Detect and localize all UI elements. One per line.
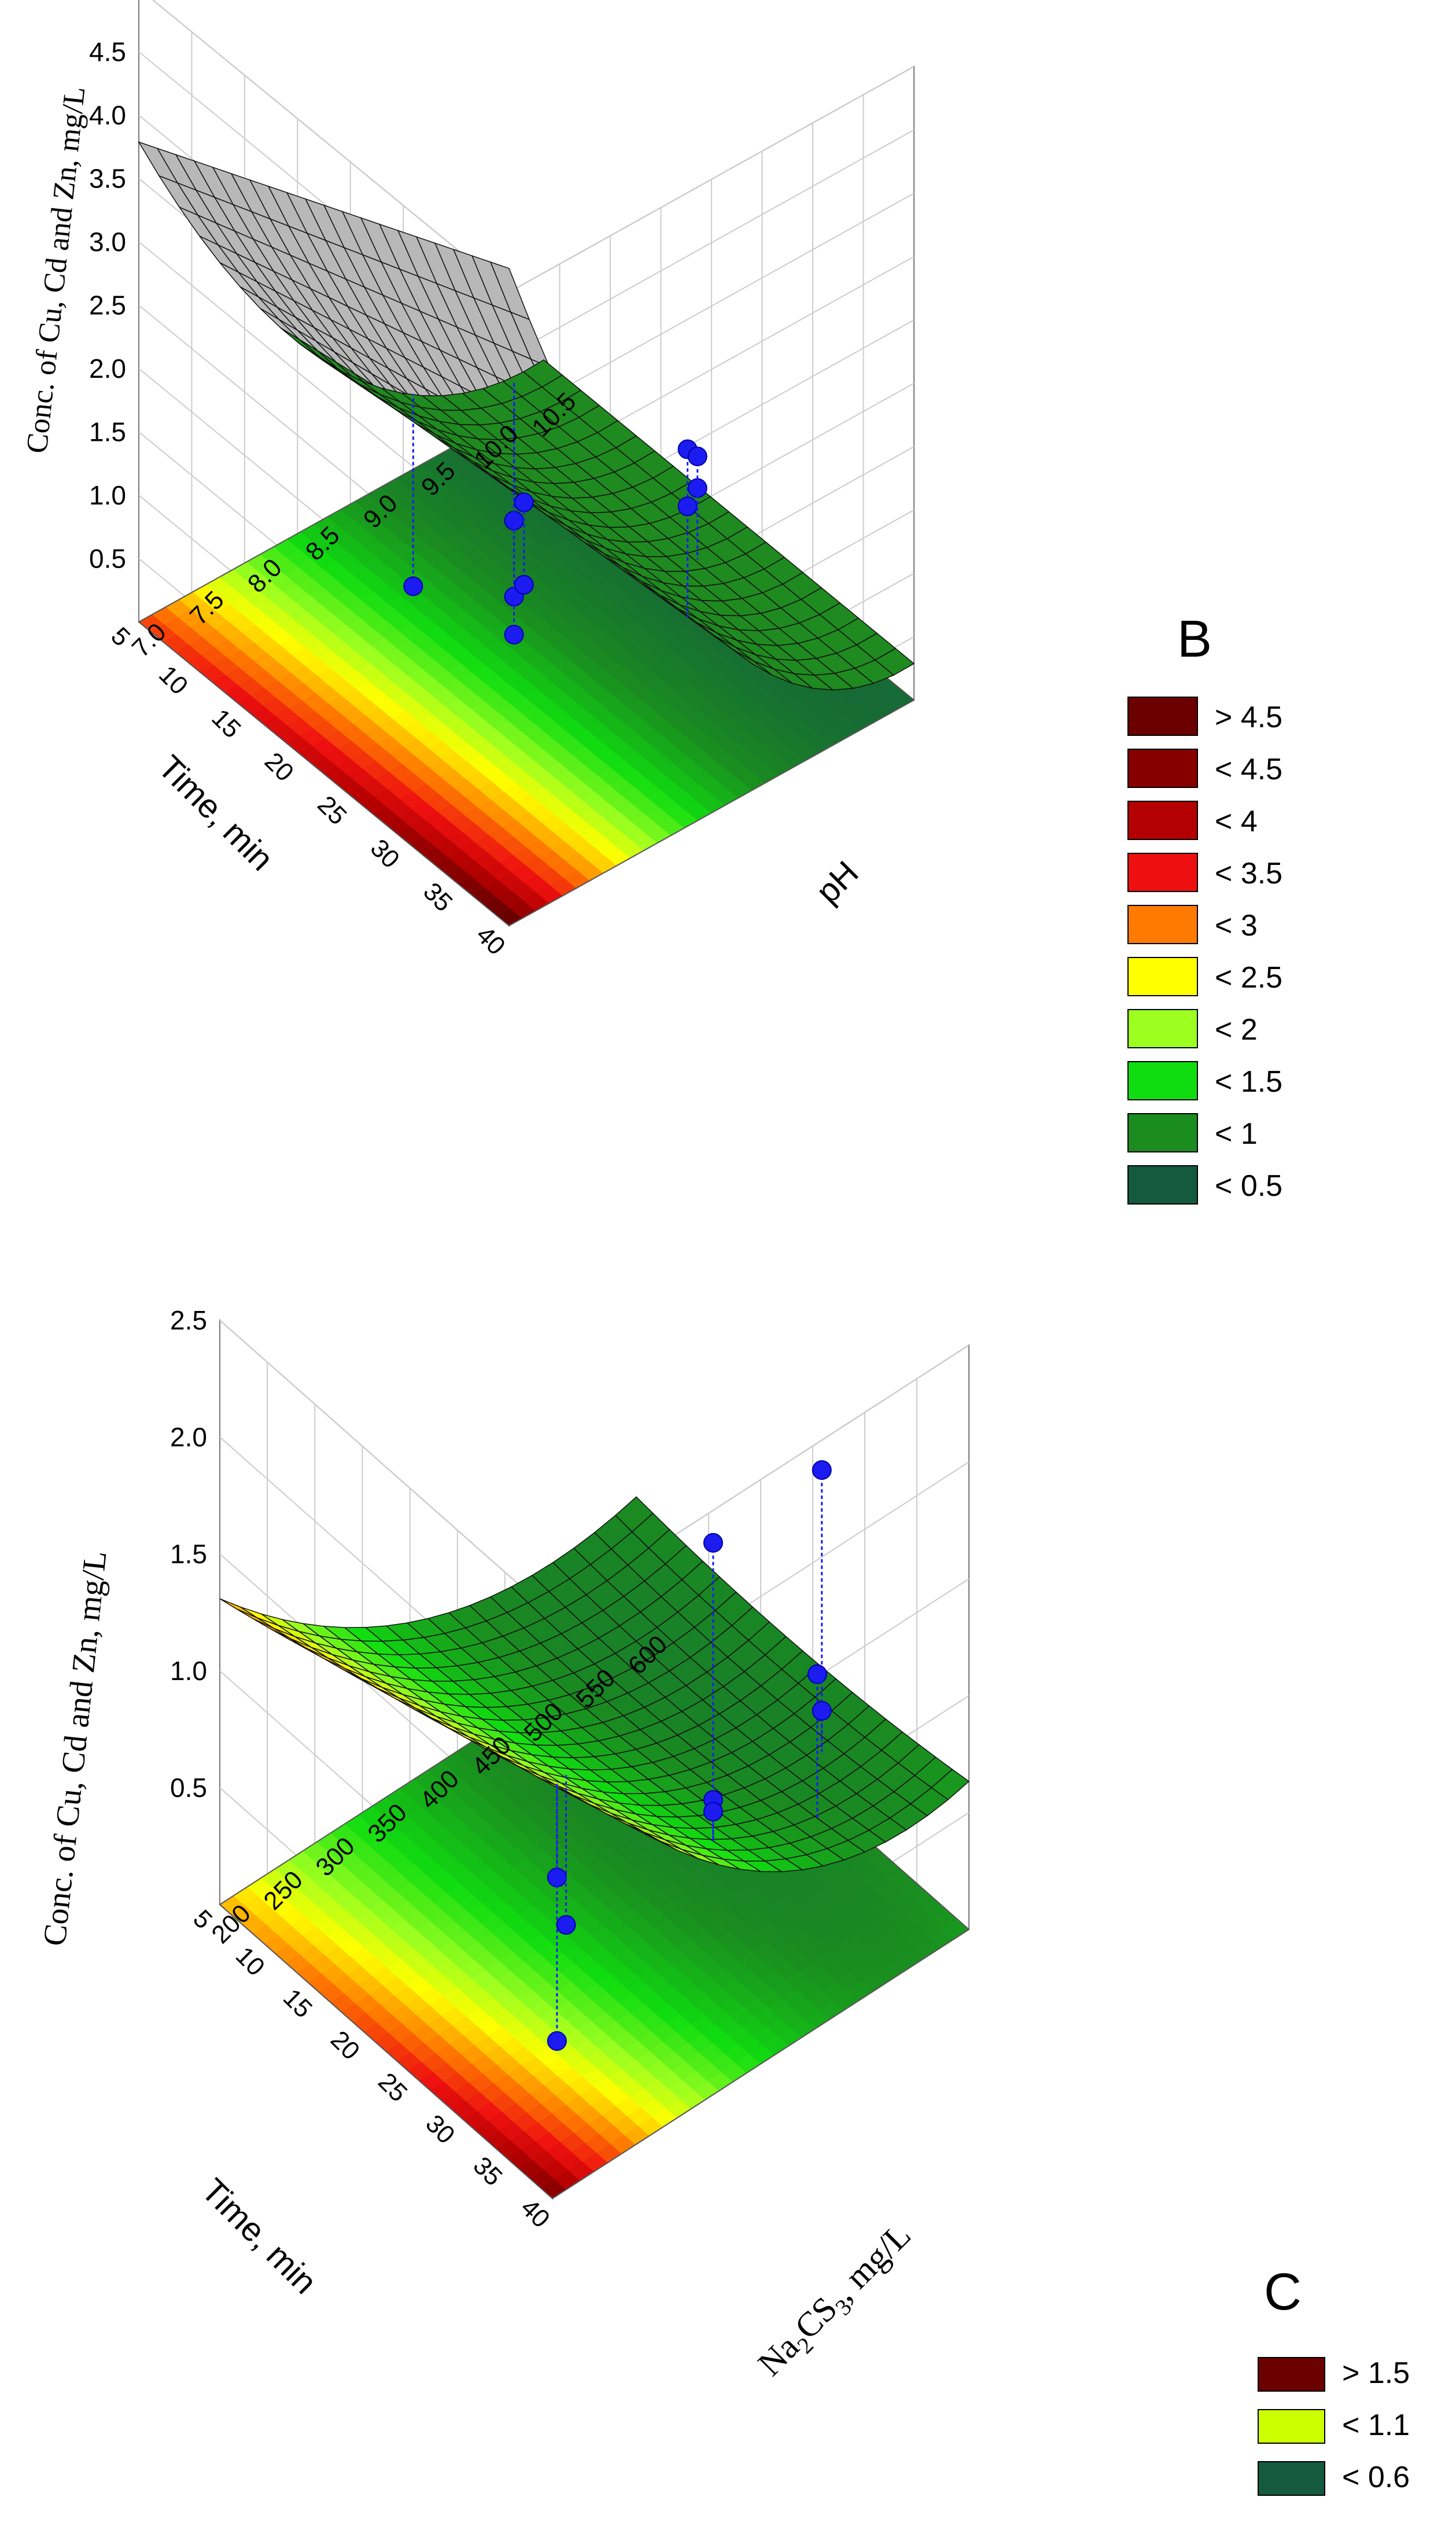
data-point: [677, 496, 698, 517]
y-tick-label: 20: [259, 747, 299, 787]
legend-swatch: [1258, 2357, 1325, 2392]
data-point: [504, 510, 524, 531]
y-tick-label: 30: [365, 834, 405, 874]
z-tick-label: 4.0: [89, 100, 126, 130]
panel-c-y-axis-label: Time, min: [194, 2171, 324, 2301]
y-tick-label: 30: [420, 2109, 460, 2149]
z-tick-label: 2.0: [170, 1422, 207, 1452]
y-tick-label: 40: [515, 2193, 555, 2233]
legend-swatch: [1127, 801, 1198, 840]
panel-b-x-axis-label: pH: [809, 854, 865, 911]
legend-swatch: [1127, 749, 1198, 788]
floor-edge: [138, 395, 915, 927]
legend-label: < 1: [1215, 1117, 1258, 1151]
z-tick-label: 5.0: [89, 0, 126, 3]
z-tick-label: 1.0: [170, 1656, 207, 1686]
legend-swatch: [1127, 1165, 1198, 1205]
legend-label: < 2: [1215, 1013, 1258, 1047]
y-tick-label: 10: [153, 660, 193, 700]
y-tick-label: 40: [471, 920, 511, 960]
surface-cell: [614, 1496, 654, 1533]
legend-swatch: [1127, 1009, 1198, 1048]
legend-label: < 0.5: [1215, 1169, 1282, 1203]
z-tick-label: 2.5: [170, 1305, 207, 1335]
data-point: [703, 1533, 723, 1553]
data-point: [547, 2031, 567, 2051]
legend-label: > 1.5: [1342, 2356, 1410, 2390]
legend-label: < 3.5: [1215, 857, 1282, 890]
legend-label: < 1.5: [1215, 1065, 1282, 1099]
y-tick-label: 10: [230, 1942, 270, 1981]
data-point: [812, 1701, 832, 1721]
y-tick-label: 15: [206, 704, 246, 743]
z-tick-label: 1.0: [89, 480, 126, 510]
y-tick-label: 25: [373, 2067, 412, 2107]
data-point: [687, 478, 707, 498]
panel-c-legend: > 1.5 < 1.1 < 0.6: [1258, 2356, 1410, 2496]
y-tick-label: 20: [325, 2025, 365, 2065]
y-tick-label: 35: [467, 2152, 507, 2192]
y-tick-label: 35: [418, 877, 458, 917]
panel-c-x-axis-label: Na2CS3, mg/L: [751, 2216, 923, 2388]
panel-b-z-axis-label: Conc. of Cu, Cd and Zn, mg/L: [20, 85, 91, 455]
legend-label: < 3: [1215, 909, 1258, 942]
legend-swatch: [1127, 1061, 1198, 1100]
panel-c-surface: [219, 1496, 970, 1872]
legend-swatch: [1127, 905, 1198, 944]
z-tick-label: 0.5: [89, 544, 126, 574]
z-tick-label: 3.5: [89, 164, 126, 194]
z-tick-label: 3.0: [89, 227, 126, 257]
data-point: [504, 624, 524, 644]
panel-b-surface: [138, 141, 915, 691]
z-tick-label: 1.5: [89, 417, 126, 447]
data-point: [514, 492, 534, 513]
panel-c-z-axis-label: Conc. of Cu, Cd and Zn, mg/L: [36, 1549, 113, 1948]
legend-label: < 0.6: [1342, 2461, 1410, 2494]
data-point: [556, 1915, 576, 1935]
legend-swatch: [1127, 853, 1198, 892]
data-point: [703, 1802, 723, 1822]
y-tick-label: 15: [278, 1983, 318, 2023]
z-tick-label: 4.5: [89, 37, 126, 67]
legend-label: < 4.5: [1215, 753, 1282, 786]
legend-swatch: [1127, 957, 1198, 996]
legend-swatch: [1258, 2461, 1325, 2496]
panel-b-points: [403, 381, 707, 644]
panel-c-title-label: C: [1264, 2263, 1302, 2321]
z-tick-label: 2.5: [89, 290, 126, 321]
panel-c-z-ticks: 0.5 1.0 1.5 2.0 2.5: [170, 1305, 207, 1803]
panel-b-legend: > 4.5 < 4.5 < 4 < 3.5 < 3 < 2.5 < 2 < 1.5 < 1 < 0…: [1127, 697, 1282, 1205]
legend-swatch: [1258, 2409, 1325, 2444]
panel-c-x-label-unit: , mg/L: [825, 2216, 918, 2308]
data-point: [403, 576, 423, 596]
z-tick-label: 2.0: [89, 353, 126, 384]
panel-c-points: [547, 1460, 832, 2051]
legend-label: < 1.1: [1342, 2408, 1410, 2442]
legend-label: < 2.5: [1215, 961, 1282, 995]
panel-b-z-ticks: 0.5 1.0 1.5 2.0 2.5 3.0 3.5 4.0 4.5 5.0: [89, 0, 126, 574]
legend-label: < 4: [1215, 805, 1258, 838]
surface-cell: [522, 359, 563, 388]
legend-label: > 4.5: [1215, 701, 1282, 734]
data-point: [687, 446, 707, 466]
data-point: [812, 1460, 832, 1480]
legend-swatch: [1127, 697, 1198, 736]
legend-swatch: [1127, 1113, 1198, 1152]
z-tick-label: 1.5: [170, 1539, 207, 1569]
z-tick-label: 0.5: [170, 1773, 207, 1803]
panel-b-title-label: B: [1177, 610, 1212, 668]
panel-b: 7.07.58.08.59.09.510.010.5 5101520253035…: [20, 0, 1282, 1205]
y-tick-label: 25: [312, 790, 352, 830]
data-point: [547, 1868, 567, 1888]
data-point: [807, 1664, 827, 1684]
data-point: [514, 574, 534, 595]
